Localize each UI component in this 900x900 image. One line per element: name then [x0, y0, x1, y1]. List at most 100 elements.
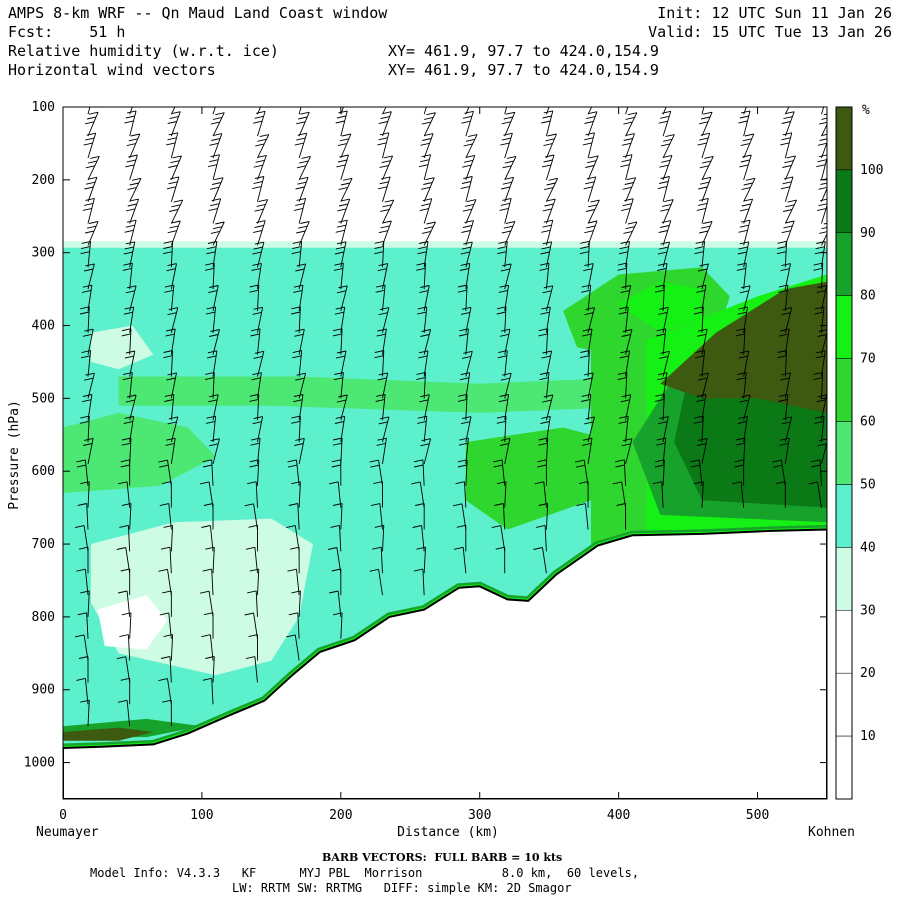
wind-barb	[248, 524, 258, 552]
barb-feather	[374, 355, 384, 359]
barb-feather	[84, 94, 93, 96]
barb-feather	[693, 311, 704, 315]
wind-barb	[255, 134, 270, 159]
barb-shaft	[298, 350, 303, 377]
barb-feather	[89, 111, 99, 115]
wind-barb	[621, 133, 635, 159]
barb-feather	[205, 262, 215, 266]
wind-barb	[585, 199, 600, 224]
barb-shaft	[340, 241, 347, 268]
barb-feather	[783, 116, 793, 120]
barb-feather	[416, 262, 426, 266]
barb-feather	[343, 177, 353, 181]
barb-shaft	[545, 263, 550, 290]
barb-feather	[735, 333, 745, 337]
barb-shaft	[84, 459, 89, 486]
barb-feather	[620, 164, 630, 168]
barb-feather	[543, 285, 553, 289]
barb-feather	[739, 115, 749, 119]
barb-shaft	[382, 111, 392, 137]
barb-feather	[85, 121, 95, 125]
barb-feather	[622, 203, 632, 207]
barb-feather	[252, 186, 262, 190]
barb-feather	[657, 377, 667, 381]
barb-feather	[251, 328, 261, 332]
barb-feather	[777, 355, 787, 359]
barb-shaft	[545, 198, 556, 224]
barb-feather	[335, 246, 346, 250]
barb-feather	[213, 226, 223, 230]
barb-feather	[369, 568, 379, 572]
barb-feather	[463, 143, 473, 147]
wind-barb	[160, 546, 172, 574]
barb-feather	[814, 311, 824, 315]
barb-feather	[159, 503, 169, 507]
barb-feather	[417, 311, 427, 315]
barb-feather	[335, 415, 345, 419]
barb-shaft	[545, 503, 549, 530]
wind-barb	[816, 394, 827, 421]
barb-feather	[816, 241, 826, 244]
wind-barb	[662, 107, 667, 115]
wind-barb	[292, 350, 303, 377]
wind-barb	[811, 459, 822, 486]
barb-feather	[287, 459, 297, 463]
barb-feather	[376, 393, 386, 397]
barb-shaft	[87, 107, 91, 115]
wind-barb	[331, 568, 342, 596]
barb-feather	[625, 133, 635, 137]
barb-feather	[694, 415, 704, 419]
barb-feather	[202, 677, 212, 681]
wind-barb	[203, 612, 214, 639]
barb-shaft	[129, 394, 137, 421]
barb-shaft	[465, 134, 478, 159]
barb-shaft	[212, 112, 225, 137]
wind-barb	[416, 546, 426, 574]
barb-feather	[695, 350, 705, 354]
barb-shaft	[340, 394, 348, 421]
barb-feather	[166, 268, 176, 272]
wind-barb	[205, 656, 215, 683]
barb-feather	[377, 328, 387, 332]
barb-feather	[663, 138, 673, 142]
barb-feather	[82, 284, 92, 288]
barb-feather	[576, 503, 586, 507]
wind-barb	[118, 590, 131, 617]
barb-feather	[420, 443, 430, 447]
barb-shaft	[170, 155, 182, 181]
barb-feather	[738, 229, 748, 233]
barb-feather	[817, 285, 827, 288]
barb-feather	[460, 262, 470, 266]
wind-barb	[540, 241, 553, 268]
barb-feather	[295, 437, 305, 441]
barb-feather	[575, 464, 586, 468]
barb-feather	[458, 284, 468, 288]
wind-barb	[164, 284, 175, 312]
wind-barb	[162, 590, 172, 617]
wind-barb	[533, 547, 547, 574]
wind-barb	[253, 350, 265, 377]
wind-barb	[417, 306, 428, 333]
barb-feather	[695, 246, 705, 250]
barb-shaft	[743, 437, 746, 464]
wind-barb	[780, 263, 791, 290]
barb-shaft	[784, 241, 788, 268]
barb-feather	[540, 421, 550, 424]
barb-shaft	[504, 112, 516, 137]
barb-feather	[782, 181, 792, 185]
xsect-coords-rh: XY= 461.9, 97.7 to 424.0,154.9	[388, 42, 659, 60]
barb-feather	[740, 143, 750, 147]
barb-shaft	[129, 503, 132, 530]
wind-barb	[783, 199, 798, 224]
barb-feather	[586, 225, 596, 229]
barb-shaft	[87, 700, 90, 727]
barb-feather	[210, 203, 220, 207]
barb-shaft	[87, 306, 90, 333]
barb-shaft	[545, 220, 554, 246]
barb-feather	[81, 355, 91, 359]
wind-barb	[120, 459, 131, 486]
barb-shaft	[701, 198, 709, 224]
barb-shaft	[423, 263, 426, 290]
barb-feather	[206, 306, 216, 310]
barb-feather	[85, 89, 94, 91]
